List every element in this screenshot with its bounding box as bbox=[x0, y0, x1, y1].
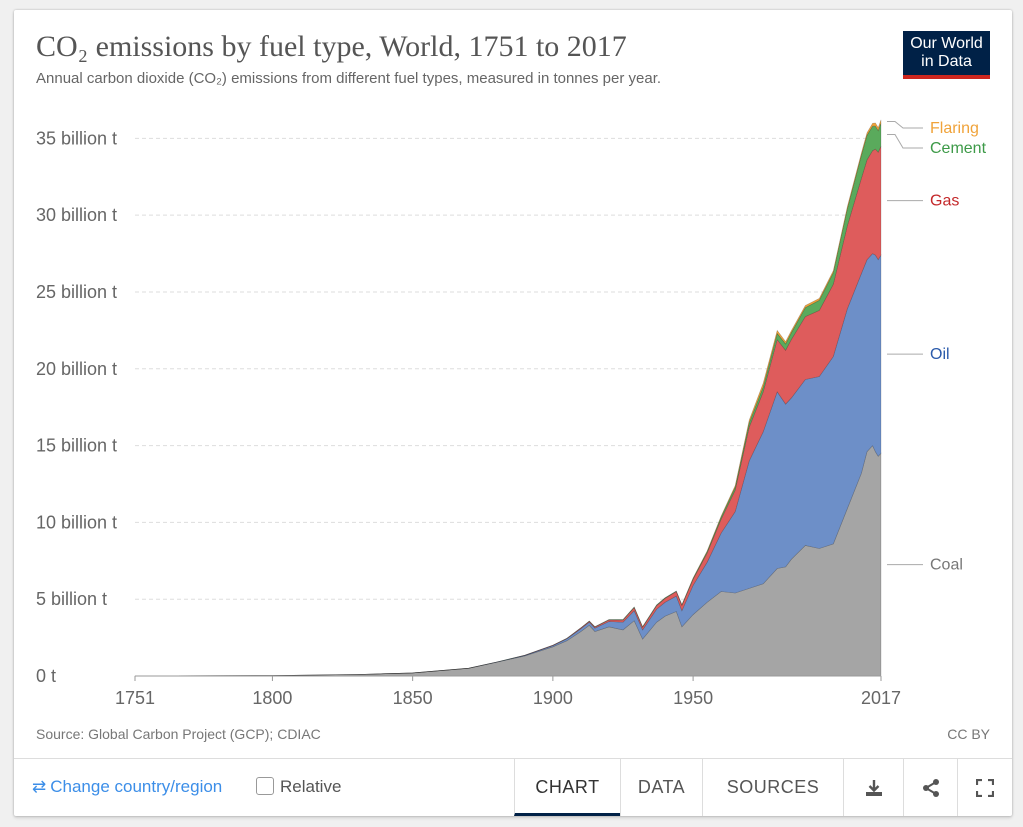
download-icon bbox=[865, 779, 882, 796]
grid-lines: 0 t 5 billion t 10 billion t 15 billion t 20… bbox=[36, 128, 881, 686]
share-button[interactable] bbox=[903, 759, 957, 816]
stacked-area-chart[interactable]: 0 t 5 billion t 10 billion t 15 billion t 20… bbox=[14, 10, 1012, 710]
swap-icon: ⇄ bbox=[32, 777, 47, 796]
y-tick-label: 15 billion t bbox=[36, 436, 117, 456]
y-tick-label: 5 billion t bbox=[36, 589, 107, 609]
y-tick-label: 20 billion t bbox=[36, 359, 117, 379]
legend-label-flaring[interactable]: Flaring bbox=[930, 120, 979, 137]
x-tick-label: 1800 bbox=[252, 688, 292, 708]
fullscreen-button[interactable] bbox=[957, 759, 1012, 816]
change-country-label: Change country/region bbox=[50, 777, 223, 796]
change-country-button[interactable]: ⇄ Change country/region bbox=[32, 777, 222, 797]
legend-label-coal[interactable]: Coal bbox=[930, 557, 963, 574]
series-areas bbox=[134, 119, 882, 677]
area-flaring[interactable] bbox=[134, 119, 882, 677]
chart-card: CO₂ emissions by fuel type, World, 1751 … bbox=[14, 10, 1012, 816]
share-icon bbox=[922, 778, 939, 797]
tab-chart[interactable]: CHART bbox=[514, 759, 620, 816]
legend-label-cement[interactable]: Cement bbox=[930, 140, 987, 157]
x-tick-label: 1950 bbox=[673, 688, 713, 708]
x-tick-label: 1850 bbox=[393, 688, 433, 708]
relative-toggle[interactable]: Relative bbox=[256, 777, 341, 797]
chart-footer: ⇄ Change country/region Relative CHART DA… bbox=[14, 758, 1012, 816]
download-button[interactable] bbox=[843, 759, 903, 816]
x-tick-label: 1900 bbox=[533, 688, 573, 708]
y-tick-label: 10 billion t bbox=[36, 512, 117, 532]
tab-data[interactable]: DATA bbox=[620, 759, 702, 816]
legend-label-gas[interactable]: Gas bbox=[930, 193, 959, 210]
chart-title: CO₂ emissions by fuel type, World, 1751 … bbox=[36, 30, 627, 63]
fullscreen-icon bbox=[976, 778, 994, 797]
tab-sources[interactable]: SOURCES bbox=[702, 759, 843, 816]
x-tick-label: 1751 bbox=[115, 688, 155, 708]
y-tick-label: 35 billion t bbox=[36, 128, 117, 148]
x-tick-label: 2017 bbox=[861, 688, 901, 708]
y-tick-label: 0 t bbox=[36, 666, 56, 686]
legend-connector bbox=[887, 120, 923, 129]
area-cement[interactable] bbox=[134, 122, 882, 677]
y-tick-label: 25 billion t bbox=[36, 282, 117, 302]
chart-subtitle: Annual carbon dioxide (CO₂) emissions fr… bbox=[36, 70, 662, 87]
relative-checkbox[interactable] bbox=[256, 777, 274, 795]
legend-label-oil[interactable]: Oil bbox=[930, 346, 950, 363]
source-note: Source: Global Carbon Project (GCP); CDI… bbox=[36, 726, 321, 742]
legend: Coal Oil Gas Cement Flaring bbox=[887, 120, 987, 574]
license-note: CC BY bbox=[947, 726, 990, 742]
owid-logo[interactable]: Our World in Data bbox=[903, 31, 990, 79]
legend-connector bbox=[887, 134, 923, 149]
y-tick-label: 30 billion t bbox=[36, 205, 117, 225]
relative-label: Relative bbox=[280, 777, 342, 796]
x-axis: 1751 1800 1850 1900 1950 2017 bbox=[115, 675, 901, 708]
logo-line-2: in Data bbox=[921, 53, 972, 70]
logo-line-1: Our World bbox=[910, 35, 983, 52]
